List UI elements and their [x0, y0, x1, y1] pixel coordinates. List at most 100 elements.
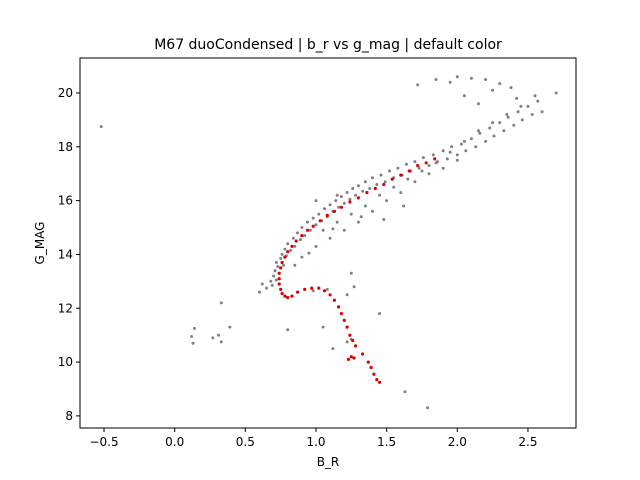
star-point — [371, 176, 374, 180]
star-point — [289, 248, 293, 252]
star-point — [276, 265, 280, 268]
isochrone-point — [280, 260, 284, 265]
star-point — [484, 139, 488, 143]
star-point — [190, 335, 194, 338]
star-point — [270, 283, 274, 287]
isochrone-point — [416, 164, 420, 168]
x-tick-label: 0.0 — [165, 435, 184, 449]
star-point — [314, 244, 318, 248]
y-tick-label: 20 — [58, 86, 73, 100]
star-point — [273, 269, 277, 273]
star-point — [286, 242, 290, 246]
isochrone-point — [390, 177, 394, 181]
isochrone-point — [356, 196, 360, 200]
star-point — [426, 406, 430, 410]
x-tick-label: 2.5 — [518, 435, 537, 449]
star-point — [291, 236, 295, 240]
star-point — [354, 193, 358, 197]
star-point — [368, 187, 372, 190]
star-point — [421, 156, 425, 160]
isochrone-point — [348, 333, 352, 337]
isochrone-point — [325, 213, 329, 217]
isochrone-point — [382, 182, 386, 187]
isochrone-point — [342, 318, 346, 322]
star-point — [441, 166, 445, 170]
y-tick-label: 8 — [65, 409, 73, 423]
y-tick-label: 16 — [58, 194, 73, 208]
isochrone-point — [366, 360, 370, 364]
star-point — [342, 228, 346, 232]
star-point — [298, 238, 302, 242]
star-point — [228, 325, 232, 329]
y-tick-label: 14 — [58, 247, 73, 261]
star-point — [455, 75, 459, 79]
star-point — [448, 80, 452, 84]
isochrone-point — [317, 286, 321, 290]
star-point — [328, 203, 332, 207]
star-point — [219, 340, 223, 344]
isochrone-point — [322, 289, 327, 293]
isochrone-point — [339, 205, 343, 209]
star-point — [359, 215, 363, 219]
star-point — [455, 158, 459, 162]
star-point — [462, 139, 466, 143]
star-point — [536, 99, 540, 103]
star-point — [392, 185, 396, 189]
star-point — [356, 220, 360, 224]
star-point — [363, 180, 367, 184]
isochrone-point — [352, 356, 356, 360]
star-point — [314, 223, 318, 227]
star-point — [306, 220, 309, 224]
star-point — [530, 113, 534, 116]
isochrone-point — [346, 357, 351, 361]
star-point — [416, 83, 420, 87]
star-point — [455, 153, 459, 157]
isochrone-point — [277, 277, 281, 281]
star-point — [211, 336, 215, 340]
isochrone-point — [290, 294, 294, 298]
isochrone-point — [345, 325, 349, 329]
star-point — [308, 228, 312, 232]
star-point — [502, 129, 506, 133]
isochrone-point — [351, 338, 355, 343]
star-point — [406, 177, 410, 181]
x-axis-title: B_R — [317, 455, 340, 469]
star-point — [492, 134, 496, 138]
star-point — [450, 145, 454, 149]
isochrone-point — [296, 290, 300, 294]
star-point — [274, 278, 278, 282]
star-point — [462, 94, 466, 98]
star-point — [533, 94, 537, 98]
y-tick-label: 10 — [58, 355, 73, 369]
star-point — [193, 326, 196, 330]
star-point — [375, 183, 379, 186]
star-point — [286, 328, 290, 332]
isochrone-point — [328, 293, 332, 297]
isochrone-point — [372, 372, 376, 376]
star-point — [352, 285, 356, 289]
isochrone-point — [332, 209, 336, 213]
isochrone-point — [303, 287, 307, 291]
y-tick-label: 18 — [58, 140, 73, 154]
star-point — [258, 290, 261, 294]
star-point — [279, 257, 283, 260]
y-axis-title: G_MAG — [33, 222, 47, 265]
star-point — [399, 191, 403, 194]
star-point — [217, 333, 220, 337]
chart-title: M67 duoCondensed | b_r vs g_mag | defaul… — [154, 37, 502, 53]
isochrone-point — [318, 219, 322, 223]
star-point — [349, 271, 353, 275]
star-point — [348, 197, 352, 201]
star-point — [345, 340, 349, 344]
star-point — [331, 347, 335, 351]
isochrone-point — [378, 380, 382, 384]
isochrone-point — [300, 234, 304, 238]
star-point — [474, 145, 478, 149]
isochrone-point — [354, 344, 358, 348]
star-point — [520, 118, 524, 122]
x-tick-label: −0.5 — [89, 435, 118, 449]
isochrone-point — [311, 224, 315, 228]
star-point — [325, 287, 329, 291]
star-point — [293, 244, 297, 248]
